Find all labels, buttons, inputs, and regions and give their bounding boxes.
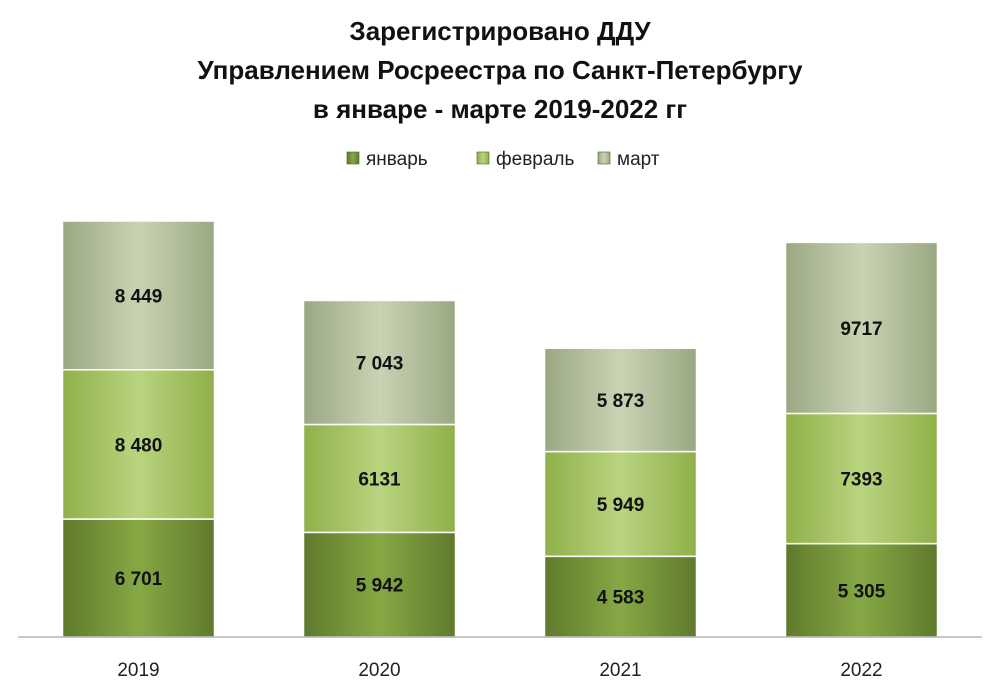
category-label-2019: 2019 [117, 660, 159, 681]
bar-2019-февраль [61, 368, 216, 520]
legend: январь февраль март [346, 149, 660, 170]
value-label-2019-январь: 6 701 [115, 569, 163, 590]
bar-2022-февраль [784, 412, 939, 545]
category-labels: 2019 2020 2021 2022 [117, 660, 882, 681]
value-label-2021-февраль: 5 949 [597, 495, 645, 516]
bar-2021-март [543, 347, 698, 453]
bar-2019-январь [61, 518, 216, 638]
bar-2020-январь [302, 531, 457, 638]
bar-2021-февраль [543, 450, 698, 558]
value-label-2019-март: 8 449 [115, 286, 163, 307]
legend-label-3: март [617, 149, 660, 170]
bars-group: 6 701 8 480 8 449 5 942 6131 7 043 4 583 5 949 5… [61, 220, 939, 638]
bar-2019-март [61, 220, 216, 371]
chart-title-line-1: Зарегистрировано ДДУ [349, 16, 651, 46]
value-label-2022-январь: 5 305 [838, 581, 886, 602]
chart-title-line-2: Управлением Росреестра по Санкт-Петербур… [197, 55, 803, 85]
value-label-2022-март: 9717 [840, 319, 882, 340]
value-label-2021-март: 5 873 [597, 391, 645, 412]
value-label-2021-январь: 4 583 [597, 588, 645, 609]
legend-swatch-2 [476, 151, 490, 165]
bar-2020-март [302, 299, 457, 426]
bar-2020-февраль [302, 423, 457, 534]
legend-swatch-3 [597, 151, 611, 165]
bar-2022-январь [784, 542, 939, 638]
category-label-2020: 2020 [358, 660, 400, 681]
bar-2022-март [784, 241, 939, 415]
value-label-2022-февраль: 7393 [840, 470, 882, 491]
value-label-2020-февраль: 6131 [358, 469, 401, 490]
category-label-2022: 2022 [840, 660, 882, 681]
legend-label-1: январь [366, 149, 428, 170]
chart-title: Зарегистрировано ДДУ Управлением Росреес… [197, 16, 803, 124]
value-label-2020-январь: 5 942 [356, 576, 404, 597]
value-label-2020-март: 7 043 [356, 353, 404, 374]
legend-label-2: февраль [496, 149, 575, 170]
legend-swatch-1 [346, 151, 360, 165]
category-label-2021: 2021 [599, 660, 641, 681]
chart-title-line-3: в январе - марте 2019-2022 гг [313, 94, 687, 124]
value-label-2019-февраль: 8 480 [115, 435, 163, 456]
